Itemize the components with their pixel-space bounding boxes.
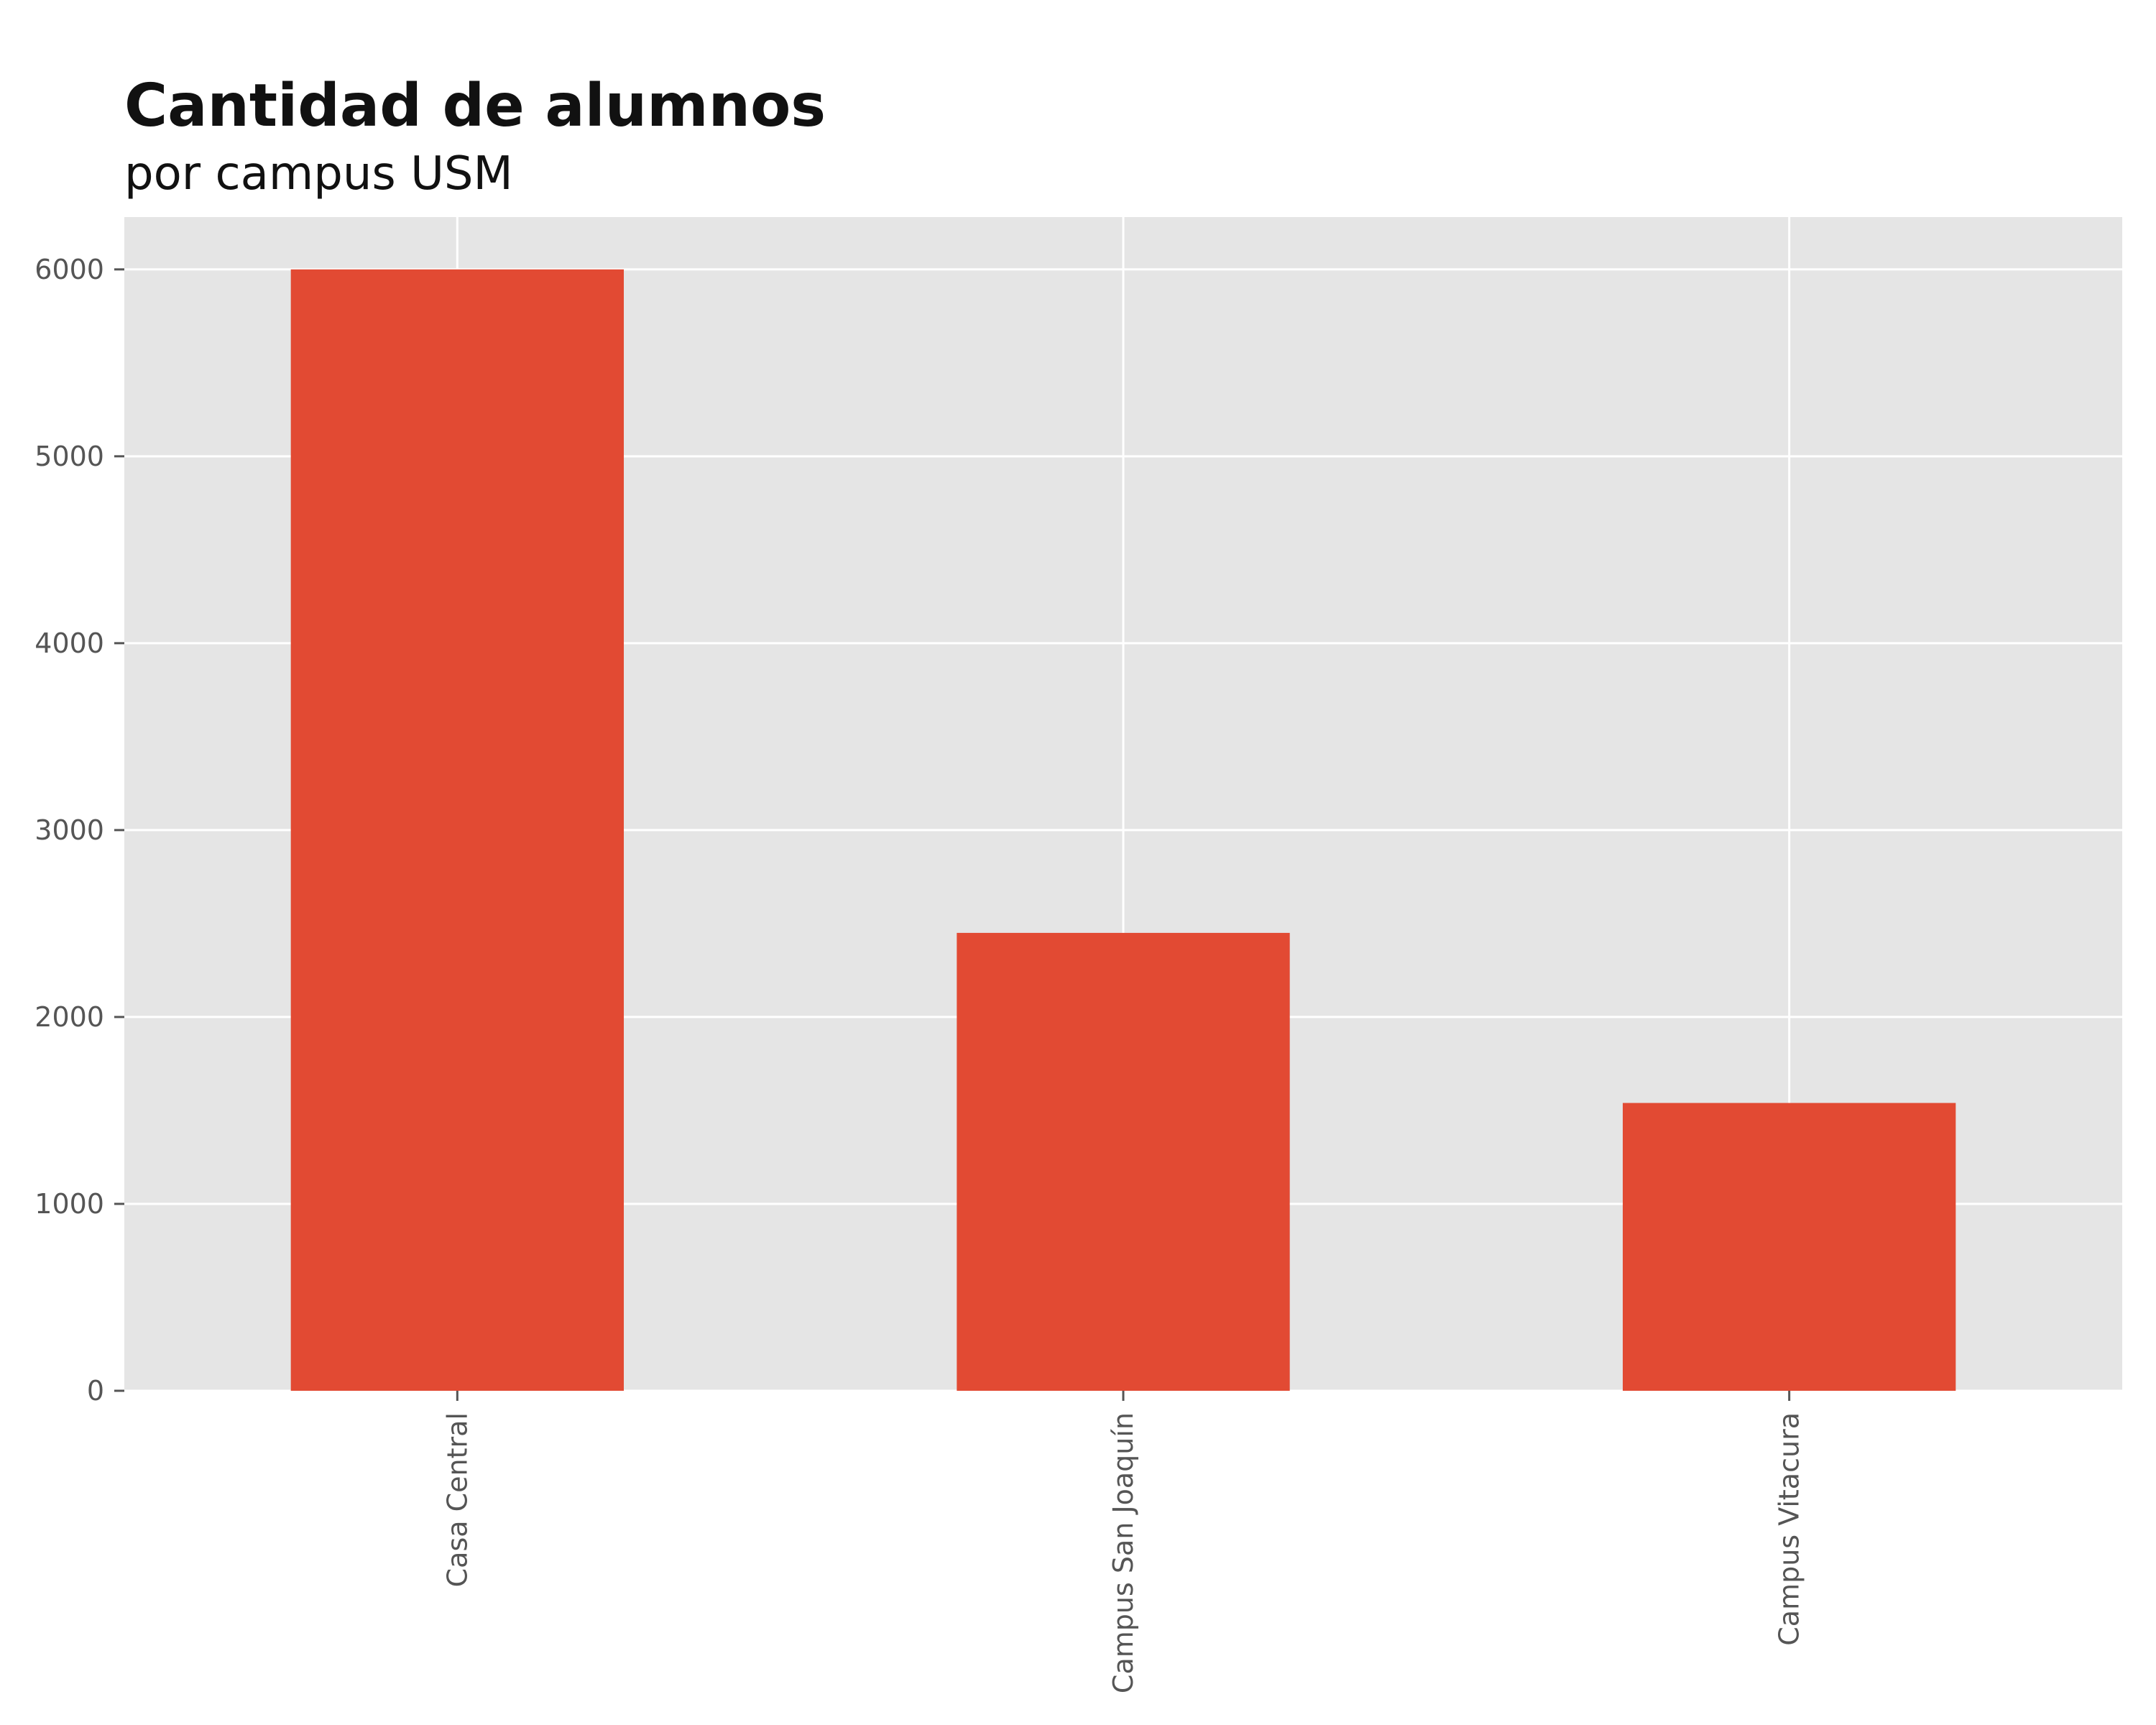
- y-tick-label: 2000: [34, 1001, 104, 1033]
- chart-title: Cantidad de alumnos: [124, 72, 826, 140]
- x-tick-label: Campus Vitacura: [1774, 1412, 1805, 1646]
- bar: [290, 269, 624, 1391]
- bar: [957, 932, 1290, 1391]
- y-tick-label: 4000: [34, 627, 104, 659]
- x-tick-label: Campus San Joaquín: [1107, 1412, 1139, 1693]
- bars: [290, 269, 1956, 1391]
- x-tick-label: Casa Central: [441, 1412, 473, 1587]
- y-tick-label: 3000: [34, 814, 104, 846]
- y-tick-label: 1000: [34, 1188, 104, 1220]
- y-tick-label: 5000: [34, 441, 104, 472]
- x-axis-ticks: Casa Central Campus San Joaquín Campus Vit…: [441, 1391, 1805, 1693]
- chart-subtitle: por campus USM: [124, 147, 513, 201]
- y-axis-ticks: 0 1000 2000 3000 4000 5000 6000: [34, 254, 124, 1407]
- y-tick-label: 0: [87, 1375, 104, 1407]
- y-tick-label: 6000: [34, 254, 104, 285]
- bar: [1623, 1103, 1956, 1391]
